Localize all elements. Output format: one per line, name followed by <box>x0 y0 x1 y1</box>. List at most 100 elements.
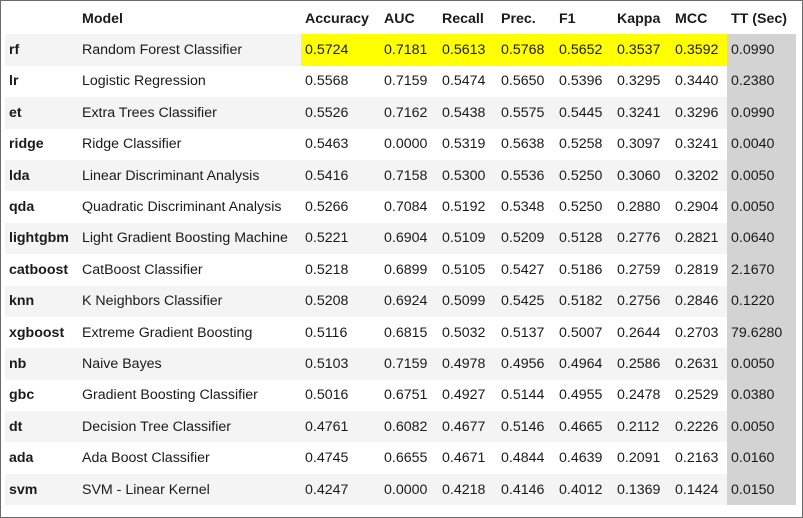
header-accuracy: Accuracy <box>305 10 369 27</box>
table-row: qda Quadratic Discriminant Analysis 0.5266… <box>5 191 796 223</box>
cell-f1: 0.5182 <box>555 285 613 317</box>
cell-f1: 0.4955 <box>555 379 613 412</box>
cell-model-id: nb <box>5 348 78 380</box>
cell-model-id: xgboost <box>5 316 78 349</box>
cell-recall: 0.5438 <box>438 97 497 129</box>
cell-kappa: 0.3060 <box>613 159 671 192</box>
cell-f1: 0.4964 <box>555 348 613 380</box>
cell-model-name: CatBoost Classifier <box>78 254 301 286</box>
cell-precision: 0.4844 <box>497 442 555 474</box>
cell-precision: 0.5768 <box>497 34 555 66</box>
cell-accuracy: 0.4745 <box>301 442 380 474</box>
cell-auc: 0.6904 <box>380 222 438 255</box>
cell-model-id: et <box>5 97 78 129</box>
table-row: ridge Ridge Classifier 0.5463 0.0000 0.5319 0… <box>5 128 796 160</box>
cell-tt-sec: 0.0150 <box>727 473 796 506</box>
cell-model-id: lda <box>5 159 78 192</box>
cell-f1: 0.5250 <box>555 191 613 223</box>
cell-recall: 0.5105 <box>438 254 497 286</box>
header-index <box>5 3 78 34</box>
cell-auc: 0.6899 <box>380 254 438 286</box>
cell-recall: 0.4927 <box>438 379 497 412</box>
cell-recall: 0.5032 <box>438 316 497 349</box>
cell-mcc: 0.3592 <box>671 34 727 66</box>
cell-auc: 0.6655 <box>380 442 438 474</box>
cell-model-name: Extra Trees Classifier <box>78 97 301 129</box>
cell-mcc: 0.2703 <box>671 316 727 349</box>
header-recall: Recall <box>442 10 484 27</box>
cell-f1: 0.5258 <box>555 128 613 160</box>
cell-tt-sec: 0.0050 <box>727 348 796 380</box>
cell-precision: 0.5427 <box>497 254 555 286</box>
cell-recall: 0.5192 <box>438 191 497 223</box>
cell-model-name: SVM - Linear Kernel <box>78 473 301 506</box>
cell-model-name: Quadratic Discriminant Analysis <box>78 191 301 223</box>
cell-mcc: 0.2631 <box>671 348 727 380</box>
cell-mcc: 0.2846 <box>671 285 727 317</box>
cell-recall: 0.4218 <box>438 473 497 506</box>
cell-auc: 0.6751 <box>380 379 438 412</box>
cell-kappa: 0.2478 <box>613 379 671 412</box>
header-kappa: Kappa <box>617 10 661 27</box>
cell-accuracy: 0.5266 <box>301 191 380 223</box>
cell-kappa: 0.3097 <box>613 128 671 160</box>
cell-tt-sec: 0.1220 <box>727 285 796 317</box>
cell-precision: 0.5575 <box>497 97 555 129</box>
cell-model-name: Naive Bayes <box>78 348 301 380</box>
cell-precision: 0.5425 <box>497 285 555 317</box>
cell-recall: 0.5613 <box>438 34 497 66</box>
cell-tt-sec: 0.0050 <box>727 411 796 443</box>
cell-kappa: 0.3295 <box>613 65 671 98</box>
cell-auc: 0.7181 <box>380 34 438 66</box>
cell-recall: 0.5474 <box>438 65 497 98</box>
cell-model-id: dt <box>5 411 78 443</box>
cell-f1: 0.5652 <box>555 34 613 66</box>
cell-model-id: ada <box>5 442 78 474</box>
cell-accuracy: 0.5208 <box>301 285 380 317</box>
cell-mcc: 0.2163 <box>671 442 727 474</box>
cell-accuracy: 0.4247 <box>301 473 380 506</box>
cell-mcc: 0.3202 <box>671 159 727 192</box>
table-row: lightgbm Light Gradient Boosting Machine 0… <box>5 222 796 255</box>
header-tt-sec: TT (Sec) <box>731 10 787 27</box>
cell-recall: 0.4978 <box>438 348 497 380</box>
cell-accuracy: 0.5218 <box>301 254 380 286</box>
cell-kappa: 0.2586 <box>613 348 671 380</box>
cell-f1: 0.5007 <box>555 316 613 349</box>
cell-model-id: lightgbm <box>5 222 78 255</box>
table-row: svm SVM - Linear Kernel 0.4247 0.0000 0.4218… <box>5 473 796 506</box>
header-f1: F1 <box>559 10 576 27</box>
cell-mcc: 0.2819 <box>671 254 727 286</box>
cell-tt-sec: 79.6280 <box>727 316 796 349</box>
cell-accuracy: 0.4761 <box>301 411 380 443</box>
cell-model-name: Extreme Gradient Boosting <box>78 316 301 349</box>
cell-model-id: qda <box>5 191 78 223</box>
table-header-row: Model Accuracy AUC Recall Prec. F1 Kappa… <box>5 3 796 34</box>
cell-recall: 0.5109 <box>438 222 497 255</box>
cell-f1: 0.4665 <box>555 411 613 443</box>
cell-kappa: 0.2091 <box>613 442 671 474</box>
cell-precision: 0.5209 <box>497 222 555 255</box>
cell-model-name: Ridge Classifier <box>78 128 301 160</box>
header-auc: AUC <box>384 10 415 27</box>
cell-mcc: 0.3440 <box>671 65 727 98</box>
header-model: Model <box>82 10 123 27</box>
cell-model-id: svm <box>5 473 78 506</box>
cell-mcc: 0.1424 <box>671 473 727 506</box>
cell-model-name: Linear Discriminant Analysis <box>78 159 301 192</box>
cell-accuracy: 0.5463 <box>301 128 380 160</box>
cell-precision: 0.5348 <box>497 191 555 223</box>
cell-auc: 0.7159 <box>380 348 438 380</box>
cell-tt-sec: 0.0160 <box>727 442 796 474</box>
cell-precision: 0.5638 <box>497 128 555 160</box>
table-body: rf Random Forest Classifier 0.5724 0.7181 0.… <box>5 34 796 506</box>
cell-model-name: Logistic Regression <box>78 65 301 98</box>
cell-model-name: Decision Tree Classifier <box>78 411 301 443</box>
cell-model-name: Light Gradient Boosting Machine <box>78 222 301 255</box>
cell-precision: 0.5144 <box>497 379 555 412</box>
cell-accuracy: 0.5724 <box>301 34 380 66</box>
cell-kappa: 0.3537 <box>613 34 671 66</box>
cell-mcc: 0.2821 <box>671 222 727 255</box>
cell-kappa: 0.2756 <box>613 285 671 317</box>
